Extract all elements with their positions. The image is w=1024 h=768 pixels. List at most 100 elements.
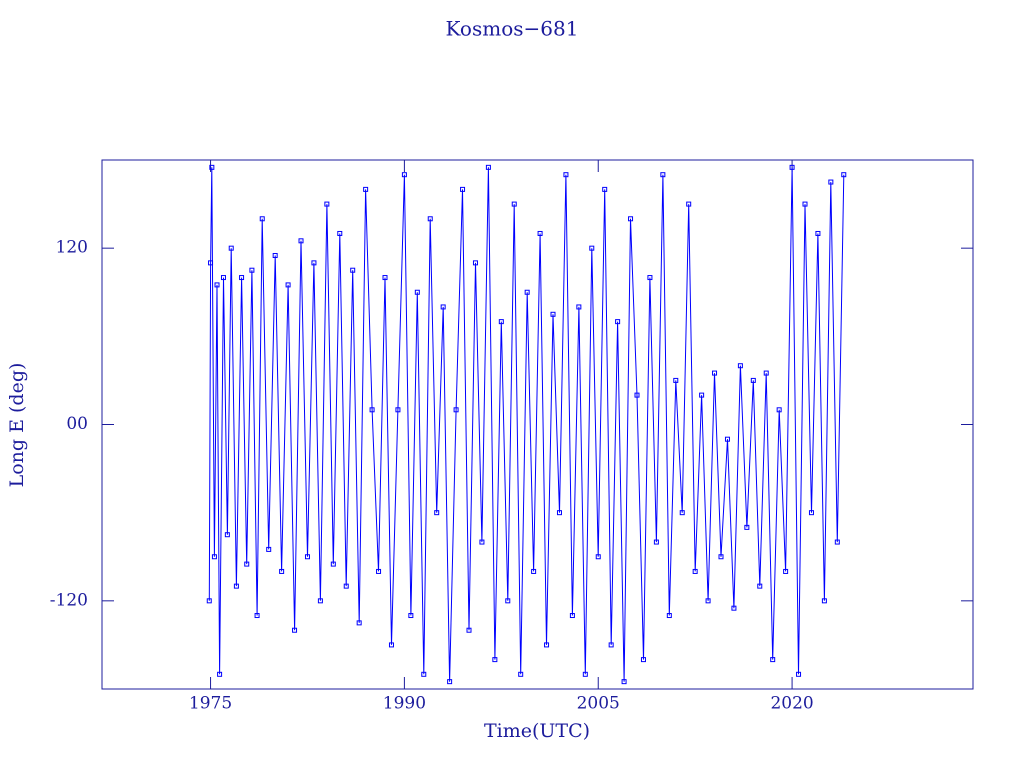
data-point — [705, 598, 711, 604]
x-tick-label: 1990 — [383, 694, 426, 714]
data-point — [453, 407, 459, 413]
data-point — [679, 510, 685, 516]
data-point — [317, 598, 323, 604]
data-point — [472, 260, 478, 266]
data-point — [537, 230, 543, 236]
data-point — [492, 657, 498, 663]
data-point — [757, 583, 763, 589]
data-point — [401, 172, 407, 178]
data-point — [209, 164, 215, 170]
data-point — [208, 260, 214, 266]
data-point — [750, 377, 756, 383]
data-point — [834, 539, 840, 545]
data-point — [718, 554, 724, 560]
data-point — [666, 613, 672, 619]
data-point — [395, 407, 401, 413]
data-point — [821, 598, 827, 604]
data-point — [544, 642, 550, 648]
data-point — [298, 238, 304, 244]
data-point — [653, 539, 659, 545]
data-point — [460, 186, 466, 192]
data-point — [511, 201, 517, 207]
plot-frame — [101, 159, 974, 690]
x-tick-label: 2020 — [770, 694, 813, 714]
data-point — [634, 392, 640, 398]
data-point — [211, 554, 217, 560]
data-point — [369, 407, 375, 413]
y-tick-label: -120 — [50, 590, 88, 610]
data-point — [595, 554, 601, 560]
data-point — [783, 568, 789, 574]
data-point — [589, 245, 595, 251]
data-point — [206, 598, 212, 604]
data-point — [440, 304, 446, 310]
data-point — [408, 613, 414, 619]
data-point — [789, 164, 795, 170]
data-point — [796, 671, 802, 677]
data-point — [628, 216, 634, 222]
data-point — [724, 436, 730, 442]
data-point — [421, 671, 427, 677]
data-point — [388, 642, 394, 648]
data-point — [647, 275, 653, 281]
data-point — [337, 230, 343, 236]
data-point — [776, 407, 782, 413]
data-point — [239, 275, 245, 281]
data-point — [220, 275, 226, 281]
data-point — [602, 186, 608, 192]
data-point — [815, 230, 821, 236]
data-point — [731, 605, 737, 611]
data-point — [582, 671, 588, 677]
data-point — [259, 216, 265, 222]
data-point — [608, 642, 614, 648]
data-point — [466, 627, 472, 633]
data-point — [615, 319, 621, 325]
data-point — [699, 392, 705, 398]
data-point — [640, 657, 646, 663]
data-point — [279, 568, 285, 574]
data-point — [363, 186, 369, 192]
data-point — [660, 172, 666, 178]
data-point — [485, 164, 491, 170]
data-point — [224, 532, 230, 538]
y-tick-label: 00 — [66, 414, 88, 434]
x-axis-label: Time(UTC) — [484, 720, 590, 742]
data-point — [376, 568, 382, 574]
data-point — [841, 172, 847, 178]
data-point — [311, 260, 317, 266]
data-point — [828, 179, 834, 185]
data-line — [208, 167, 845, 682]
data-point — [531, 568, 537, 574]
data-point — [770, 657, 776, 663]
data-point — [350, 267, 356, 273]
data-point — [569, 613, 575, 619]
data-point — [802, 201, 808, 207]
data-point — [343, 583, 349, 589]
data-point — [737, 363, 743, 369]
data-point — [434, 510, 440, 516]
chart-title: Kosmos−681 — [446, 17, 579, 41]
data-point — [524, 289, 530, 295]
data-point — [214, 282, 220, 288]
data-point — [712, 370, 718, 376]
data-point — [285, 282, 291, 288]
data-point — [292, 627, 298, 633]
data-point — [382, 275, 388, 281]
data-point — [550, 311, 556, 317]
data-point — [692, 568, 698, 574]
y-axis-label: Long E (deg) — [6, 363, 28, 488]
data-point — [576, 304, 582, 310]
data-point — [447, 679, 453, 685]
data-point — [324, 201, 330, 207]
data-point — [427, 216, 433, 222]
data-point — [244, 561, 250, 567]
data-point — [556, 510, 562, 516]
data-point — [330, 561, 336, 567]
data-point — [304, 554, 310, 560]
x-tick-label: 2005 — [577, 694, 620, 714]
data-point — [673, 377, 679, 383]
data-point — [479, 539, 485, 545]
data-point — [686, 201, 692, 207]
data-point — [272, 253, 278, 259]
